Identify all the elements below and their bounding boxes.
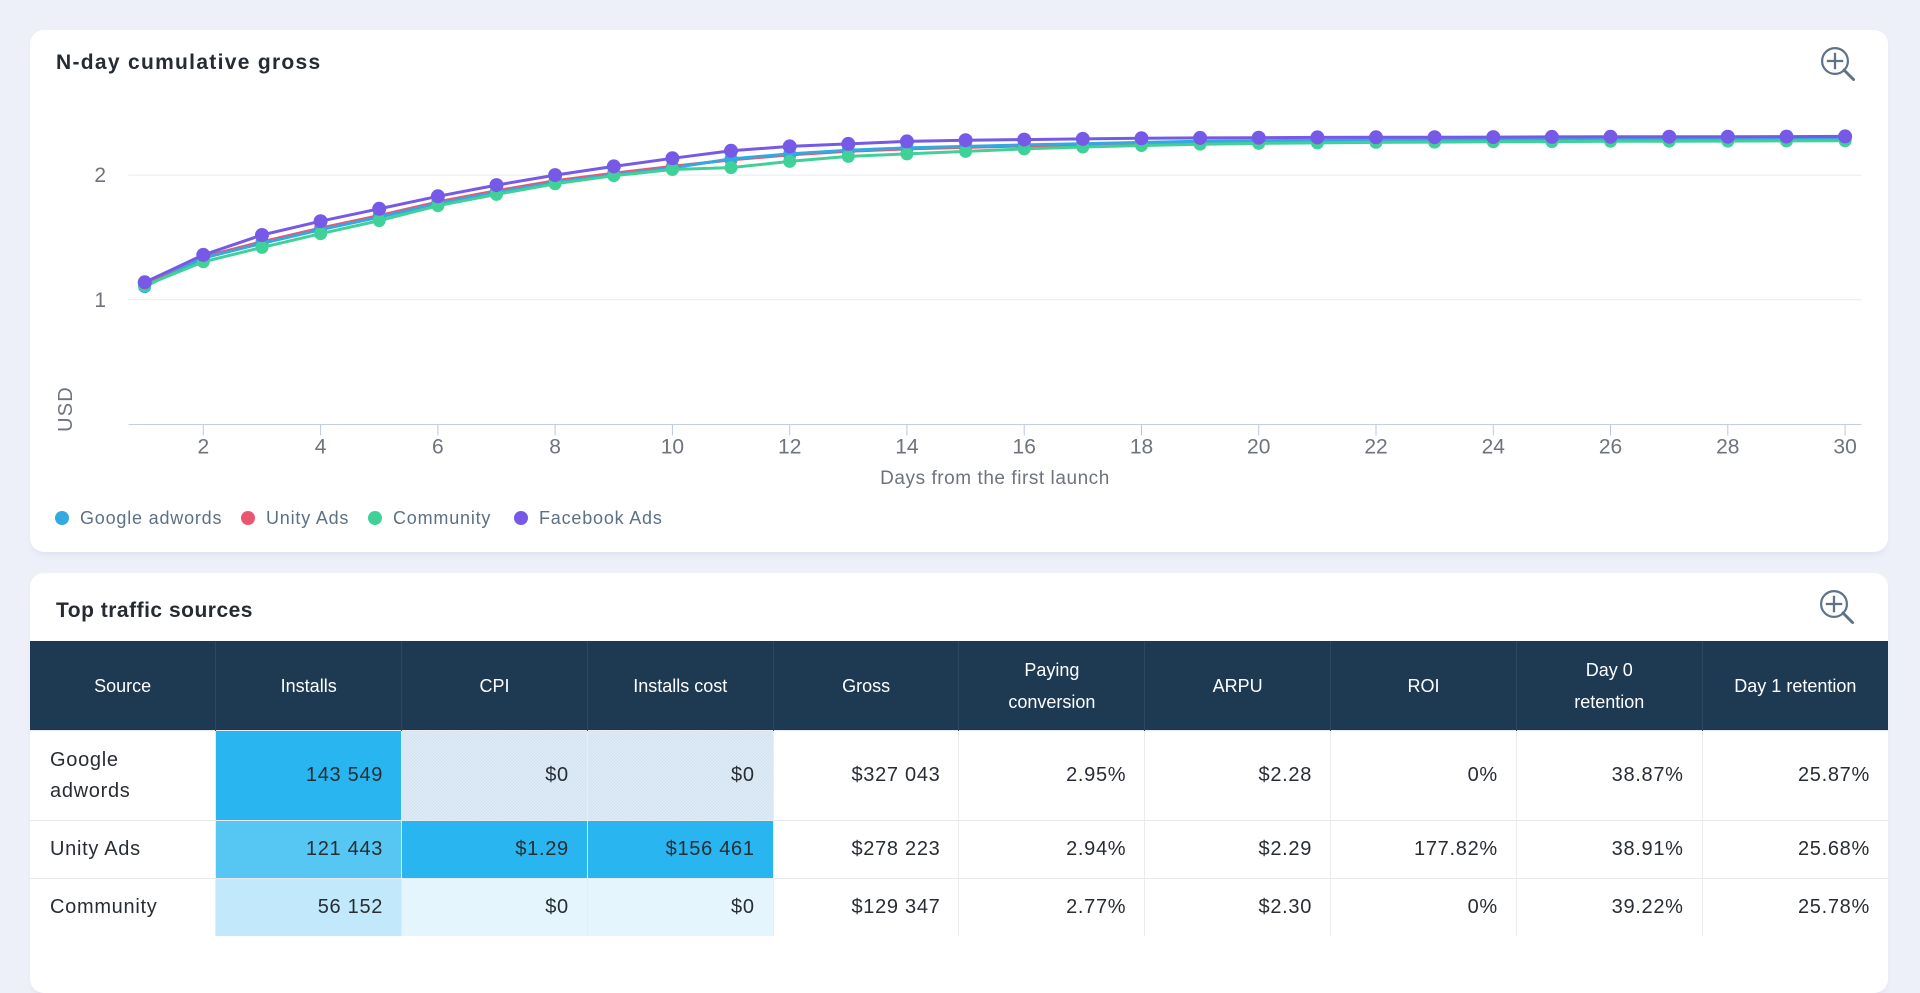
svg-text:10: 10: [661, 436, 684, 459]
svg-text:1: 1: [94, 289, 106, 312]
svg-text:30: 30: [1833, 436, 1856, 459]
svg-text:20: 20: [1247, 436, 1270, 459]
svg-text:22: 22: [1364, 436, 1387, 459]
svg-text:28: 28: [1716, 436, 1739, 459]
svg-text:4: 4: [315, 436, 327, 459]
svg-text:Days from the first launch: Days from the first launch: [880, 468, 1110, 489]
svg-text:2: 2: [197, 436, 209, 459]
svg-text:16: 16: [1013, 436, 1036, 459]
svg-text:26: 26: [1599, 436, 1622, 459]
svg-text:2: 2: [94, 164, 106, 187]
svg-text:12: 12: [778, 436, 801, 459]
svg-text:24: 24: [1482, 436, 1506, 459]
svg-text:18: 18: [1130, 436, 1153, 459]
svg-text:6: 6: [432, 436, 444, 459]
svg-text:USD: USD: [55, 386, 77, 432]
svg-text:14: 14: [895, 436, 919, 459]
svg-text:8: 8: [549, 436, 561, 459]
